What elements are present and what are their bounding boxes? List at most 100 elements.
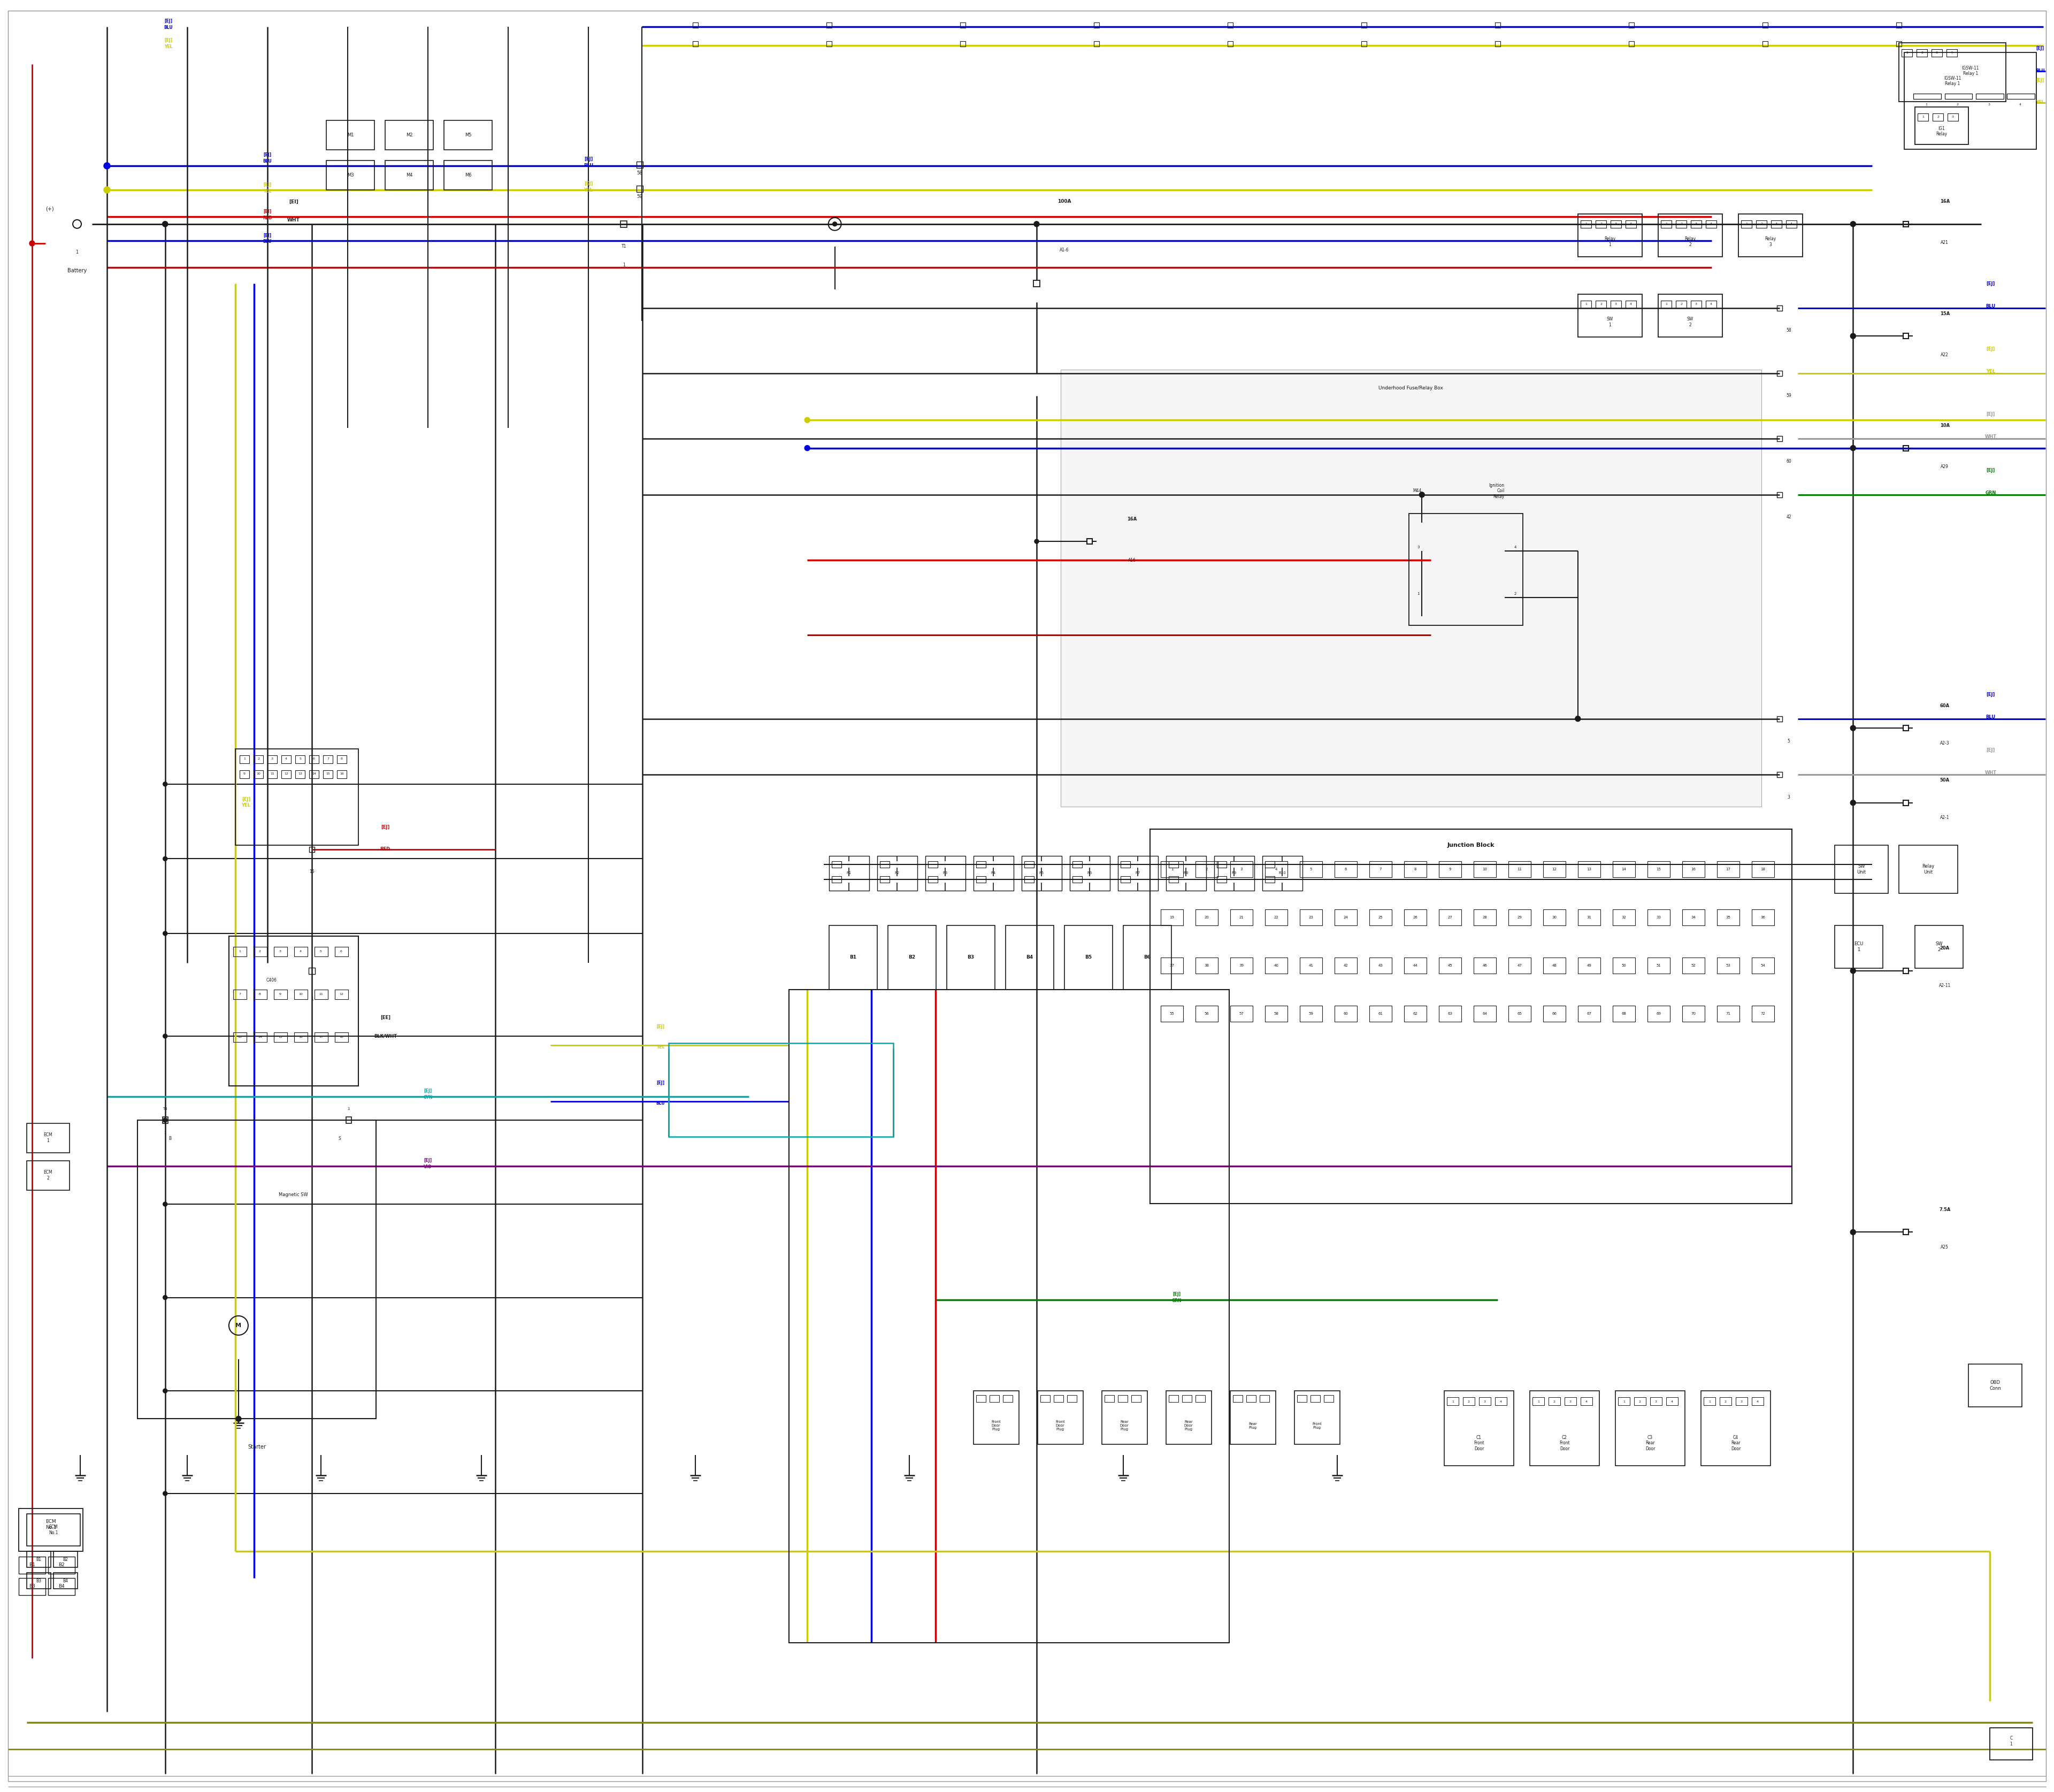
Bar xyxy=(1072,876,1082,883)
Bar xyxy=(1662,220,1672,228)
Bar xyxy=(327,120,374,151)
Bar xyxy=(1230,1391,1276,1444)
Text: R5: R5 xyxy=(1039,871,1043,874)
Text: A21: A21 xyxy=(1941,240,1949,246)
Text: Ignition
Coil
Relay: Ignition Coil Relay xyxy=(1489,484,1504,498)
Circle shape xyxy=(162,1202,166,1206)
Bar xyxy=(1263,857,1302,891)
Bar xyxy=(1405,909,1428,925)
Bar xyxy=(1195,1005,1218,1021)
Text: 43: 43 xyxy=(1378,964,1382,968)
Bar xyxy=(345,1116,351,1124)
Text: 41: 41 xyxy=(1308,964,1313,968)
Text: 3: 3 xyxy=(271,758,273,760)
Text: BLU: BLU xyxy=(164,25,173,30)
Bar xyxy=(47,1579,74,1595)
Text: 27: 27 xyxy=(1448,916,1452,919)
Text: Rear
Door
Plug: Rear Door Plug xyxy=(1183,1421,1193,1432)
Bar xyxy=(1752,957,1775,973)
Text: 2: 2 xyxy=(259,950,261,953)
Bar xyxy=(1006,925,1054,989)
Text: BLK/WHT: BLK/WHT xyxy=(374,1034,396,1039)
Bar xyxy=(1150,830,1791,1204)
Bar xyxy=(879,876,889,883)
Bar xyxy=(1121,862,1130,867)
Text: A2-3: A2-3 xyxy=(1941,740,1949,745)
Bar xyxy=(1298,1396,1306,1401)
Bar xyxy=(1300,957,1323,973)
Bar xyxy=(1405,1005,1428,1021)
Bar xyxy=(1335,1005,1358,1021)
Bar xyxy=(1070,857,1109,891)
Text: 1: 1 xyxy=(1925,104,1927,106)
Bar xyxy=(1752,1398,1764,1405)
Text: R4: R4 xyxy=(990,871,996,874)
Bar xyxy=(1265,862,1276,867)
Text: 40: 40 xyxy=(1273,964,1280,968)
Bar xyxy=(27,1573,51,1590)
Bar xyxy=(236,749,357,846)
Circle shape xyxy=(162,781,166,787)
Text: [EJ]: [EJ] xyxy=(380,824,390,830)
Text: 5: 5 xyxy=(1310,867,1313,871)
Bar xyxy=(322,771,333,778)
Bar xyxy=(310,848,314,853)
Bar xyxy=(314,946,329,957)
Circle shape xyxy=(1419,493,1425,498)
Bar xyxy=(1230,862,1253,878)
Text: 59: 59 xyxy=(637,195,643,199)
Bar xyxy=(294,1032,308,1041)
Text: 10: 10 xyxy=(1483,867,1487,871)
Bar xyxy=(1440,862,1460,878)
Text: WHT: WHT xyxy=(1984,434,1996,439)
Text: 3: 3 xyxy=(1656,1400,1658,1403)
Bar xyxy=(1508,1005,1530,1021)
Text: 20A: 20A xyxy=(1939,946,1949,952)
Text: 4: 4 xyxy=(1711,222,1713,226)
Bar xyxy=(826,41,832,47)
Bar xyxy=(1169,1396,1179,1401)
Bar xyxy=(1582,1398,1592,1405)
Bar xyxy=(1543,957,1565,973)
Text: 57: 57 xyxy=(1239,1012,1245,1016)
Bar xyxy=(281,771,292,778)
Text: C3
Rear
Door: C3 Rear Door xyxy=(1645,1435,1656,1452)
Text: 68: 68 xyxy=(1621,1012,1627,1016)
Text: A29: A29 xyxy=(1941,464,1949,470)
Text: 16: 16 xyxy=(298,1036,302,1039)
Bar xyxy=(27,1161,70,1190)
Bar xyxy=(1771,220,1781,228)
Text: B4: B4 xyxy=(58,1584,64,1590)
Text: BLU: BLU xyxy=(655,1100,665,1106)
Bar xyxy=(1167,857,1206,891)
Bar xyxy=(1647,1005,1670,1021)
Bar xyxy=(384,161,433,190)
Text: 11: 11 xyxy=(1518,867,1522,871)
Text: [EJ]: [EJ] xyxy=(2036,47,2044,50)
Bar xyxy=(1990,1727,2033,1760)
Text: 60: 60 xyxy=(1787,459,1791,464)
Text: 19: 19 xyxy=(1169,916,1175,919)
Text: 16A: 16A xyxy=(1939,199,1949,204)
Text: B1: B1 xyxy=(850,955,857,961)
Bar xyxy=(1676,220,1686,228)
Text: 17: 17 xyxy=(1725,867,1732,871)
Bar xyxy=(1898,846,1957,894)
Text: 3: 3 xyxy=(1417,545,1419,548)
Text: B: B xyxy=(168,1136,173,1142)
Bar xyxy=(1682,957,1705,973)
Text: 3: 3 xyxy=(1569,1400,1571,1403)
Text: 32: 32 xyxy=(1621,916,1627,919)
Text: [EI]: [EI] xyxy=(263,210,271,213)
Bar xyxy=(1705,220,1717,228)
Bar xyxy=(1682,862,1705,878)
Circle shape xyxy=(162,1118,166,1122)
Bar xyxy=(1904,1229,1908,1235)
Text: R1: R1 xyxy=(846,871,850,874)
Text: M44: M44 xyxy=(1413,489,1421,493)
Bar xyxy=(273,1032,288,1041)
Text: 64: 64 xyxy=(1483,1012,1487,1016)
Bar xyxy=(240,771,249,778)
Bar xyxy=(1904,726,1908,731)
Text: 9: 9 xyxy=(1448,867,1452,871)
